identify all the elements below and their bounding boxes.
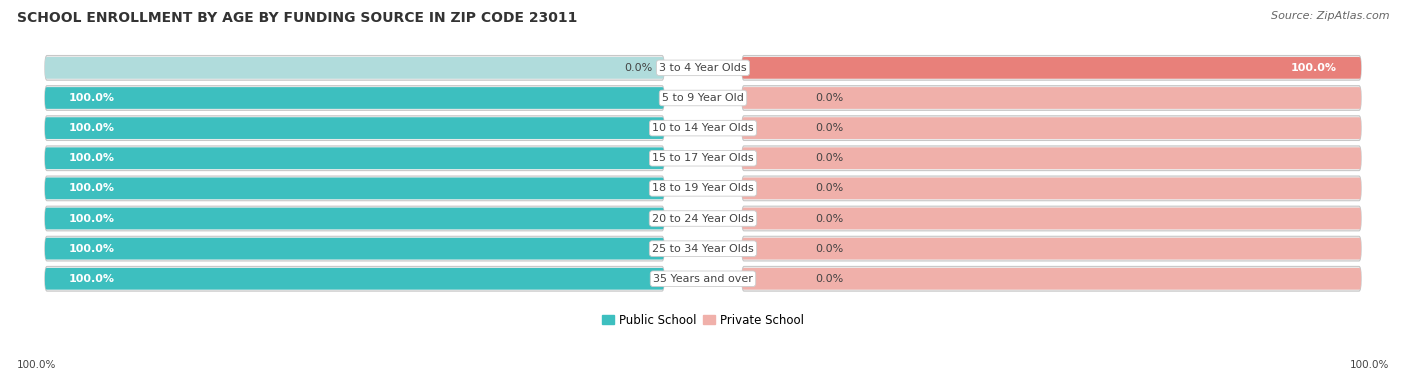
Text: 100.0%: 100.0%	[69, 153, 115, 163]
FancyBboxPatch shape	[742, 236, 1361, 261]
Text: 0.0%: 0.0%	[815, 123, 844, 133]
Text: 100.0%: 100.0%	[17, 361, 56, 370]
Text: 100.0%: 100.0%	[69, 183, 115, 194]
FancyBboxPatch shape	[45, 116, 664, 141]
Text: 20 to 24 Year Olds: 20 to 24 Year Olds	[652, 214, 754, 223]
Text: 5 to 9 Year Old: 5 to 9 Year Old	[662, 93, 744, 103]
FancyBboxPatch shape	[45, 176, 664, 201]
Text: 100.0%: 100.0%	[1291, 63, 1337, 73]
Text: 0.0%: 0.0%	[815, 153, 844, 163]
Text: 100.0%: 100.0%	[69, 214, 115, 223]
Legend: Public School, Private School: Public School, Private School	[598, 309, 808, 331]
FancyBboxPatch shape	[45, 147, 664, 169]
FancyBboxPatch shape	[45, 266, 664, 291]
FancyBboxPatch shape	[45, 87, 664, 109]
FancyBboxPatch shape	[45, 146, 664, 170]
Text: 3 to 4 Year Olds: 3 to 4 Year Olds	[659, 63, 747, 73]
FancyBboxPatch shape	[742, 146, 1361, 170]
Text: 15 to 17 Year Olds: 15 to 17 Year Olds	[652, 153, 754, 163]
Text: 0.0%: 0.0%	[815, 274, 844, 284]
FancyBboxPatch shape	[45, 208, 664, 229]
Text: 100.0%: 100.0%	[69, 93, 115, 103]
FancyBboxPatch shape	[45, 86, 664, 110]
Text: 0.0%: 0.0%	[624, 63, 652, 73]
FancyBboxPatch shape	[742, 87, 1361, 109]
FancyBboxPatch shape	[742, 116, 1361, 141]
Text: Source: ZipAtlas.com: Source: ZipAtlas.com	[1271, 11, 1389, 21]
FancyBboxPatch shape	[742, 147, 1361, 169]
Text: SCHOOL ENROLLMENT BY AGE BY FUNDING SOURCE IN ZIP CODE 23011: SCHOOL ENROLLMENT BY AGE BY FUNDING SOUR…	[17, 11, 578, 25]
Text: 100.0%: 100.0%	[69, 123, 115, 133]
Text: 0.0%: 0.0%	[815, 93, 844, 103]
FancyBboxPatch shape	[742, 86, 1361, 110]
FancyBboxPatch shape	[45, 236, 664, 261]
FancyBboxPatch shape	[742, 117, 1361, 139]
FancyBboxPatch shape	[45, 57, 664, 79]
FancyBboxPatch shape	[45, 178, 664, 199]
Text: 18 to 19 Year Olds: 18 to 19 Year Olds	[652, 183, 754, 194]
FancyBboxPatch shape	[742, 56, 1361, 80]
Text: 100.0%: 100.0%	[69, 244, 115, 254]
Text: 100.0%: 100.0%	[69, 274, 115, 284]
FancyBboxPatch shape	[742, 238, 1361, 259]
Text: 10 to 14 Year Olds: 10 to 14 Year Olds	[652, 123, 754, 133]
FancyBboxPatch shape	[45, 56, 664, 80]
FancyBboxPatch shape	[45, 117, 664, 139]
Text: 0.0%: 0.0%	[815, 183, 844, 194]
FancyBboxPatch shape	[742, 178, 1361, 199]
FancyBboxPatch shape	[742, 57, 1361, 79]
Text: 35 Years and over: 35 Years and over	[652, 274, 754, 284]
FancyBboxPatch shape	[742, 206, 1361, 231]
Text: 0.0%: 0.0%	[815, 244, 844, 254]
FancyBboxPatch shape	[45, 268, 664, 290]
Text: 25 to 34 Year Olds: 25 to 34 Year Olds	[652, 244, 754, 254]
Text: 100.0%: 100.0%	[1350, 361, 1389, 370]
FancyBboxPatch shape	[45, 238, 664, 259]
FancyBboxPatch shape	[742, 266, 1361, 291]
FancyBboxPatch shape	[742, 268, 1361, 290]
FancyBboxPatch shape	[742, 208, 1361, 229]
FancyBboxPatch shape	[742, 176, 1361, 201]
Text: 0.0%: 0.0%	[815, 214, 844, 223]
FancyBboxPatch shape	[45, 206, 664, 231]
